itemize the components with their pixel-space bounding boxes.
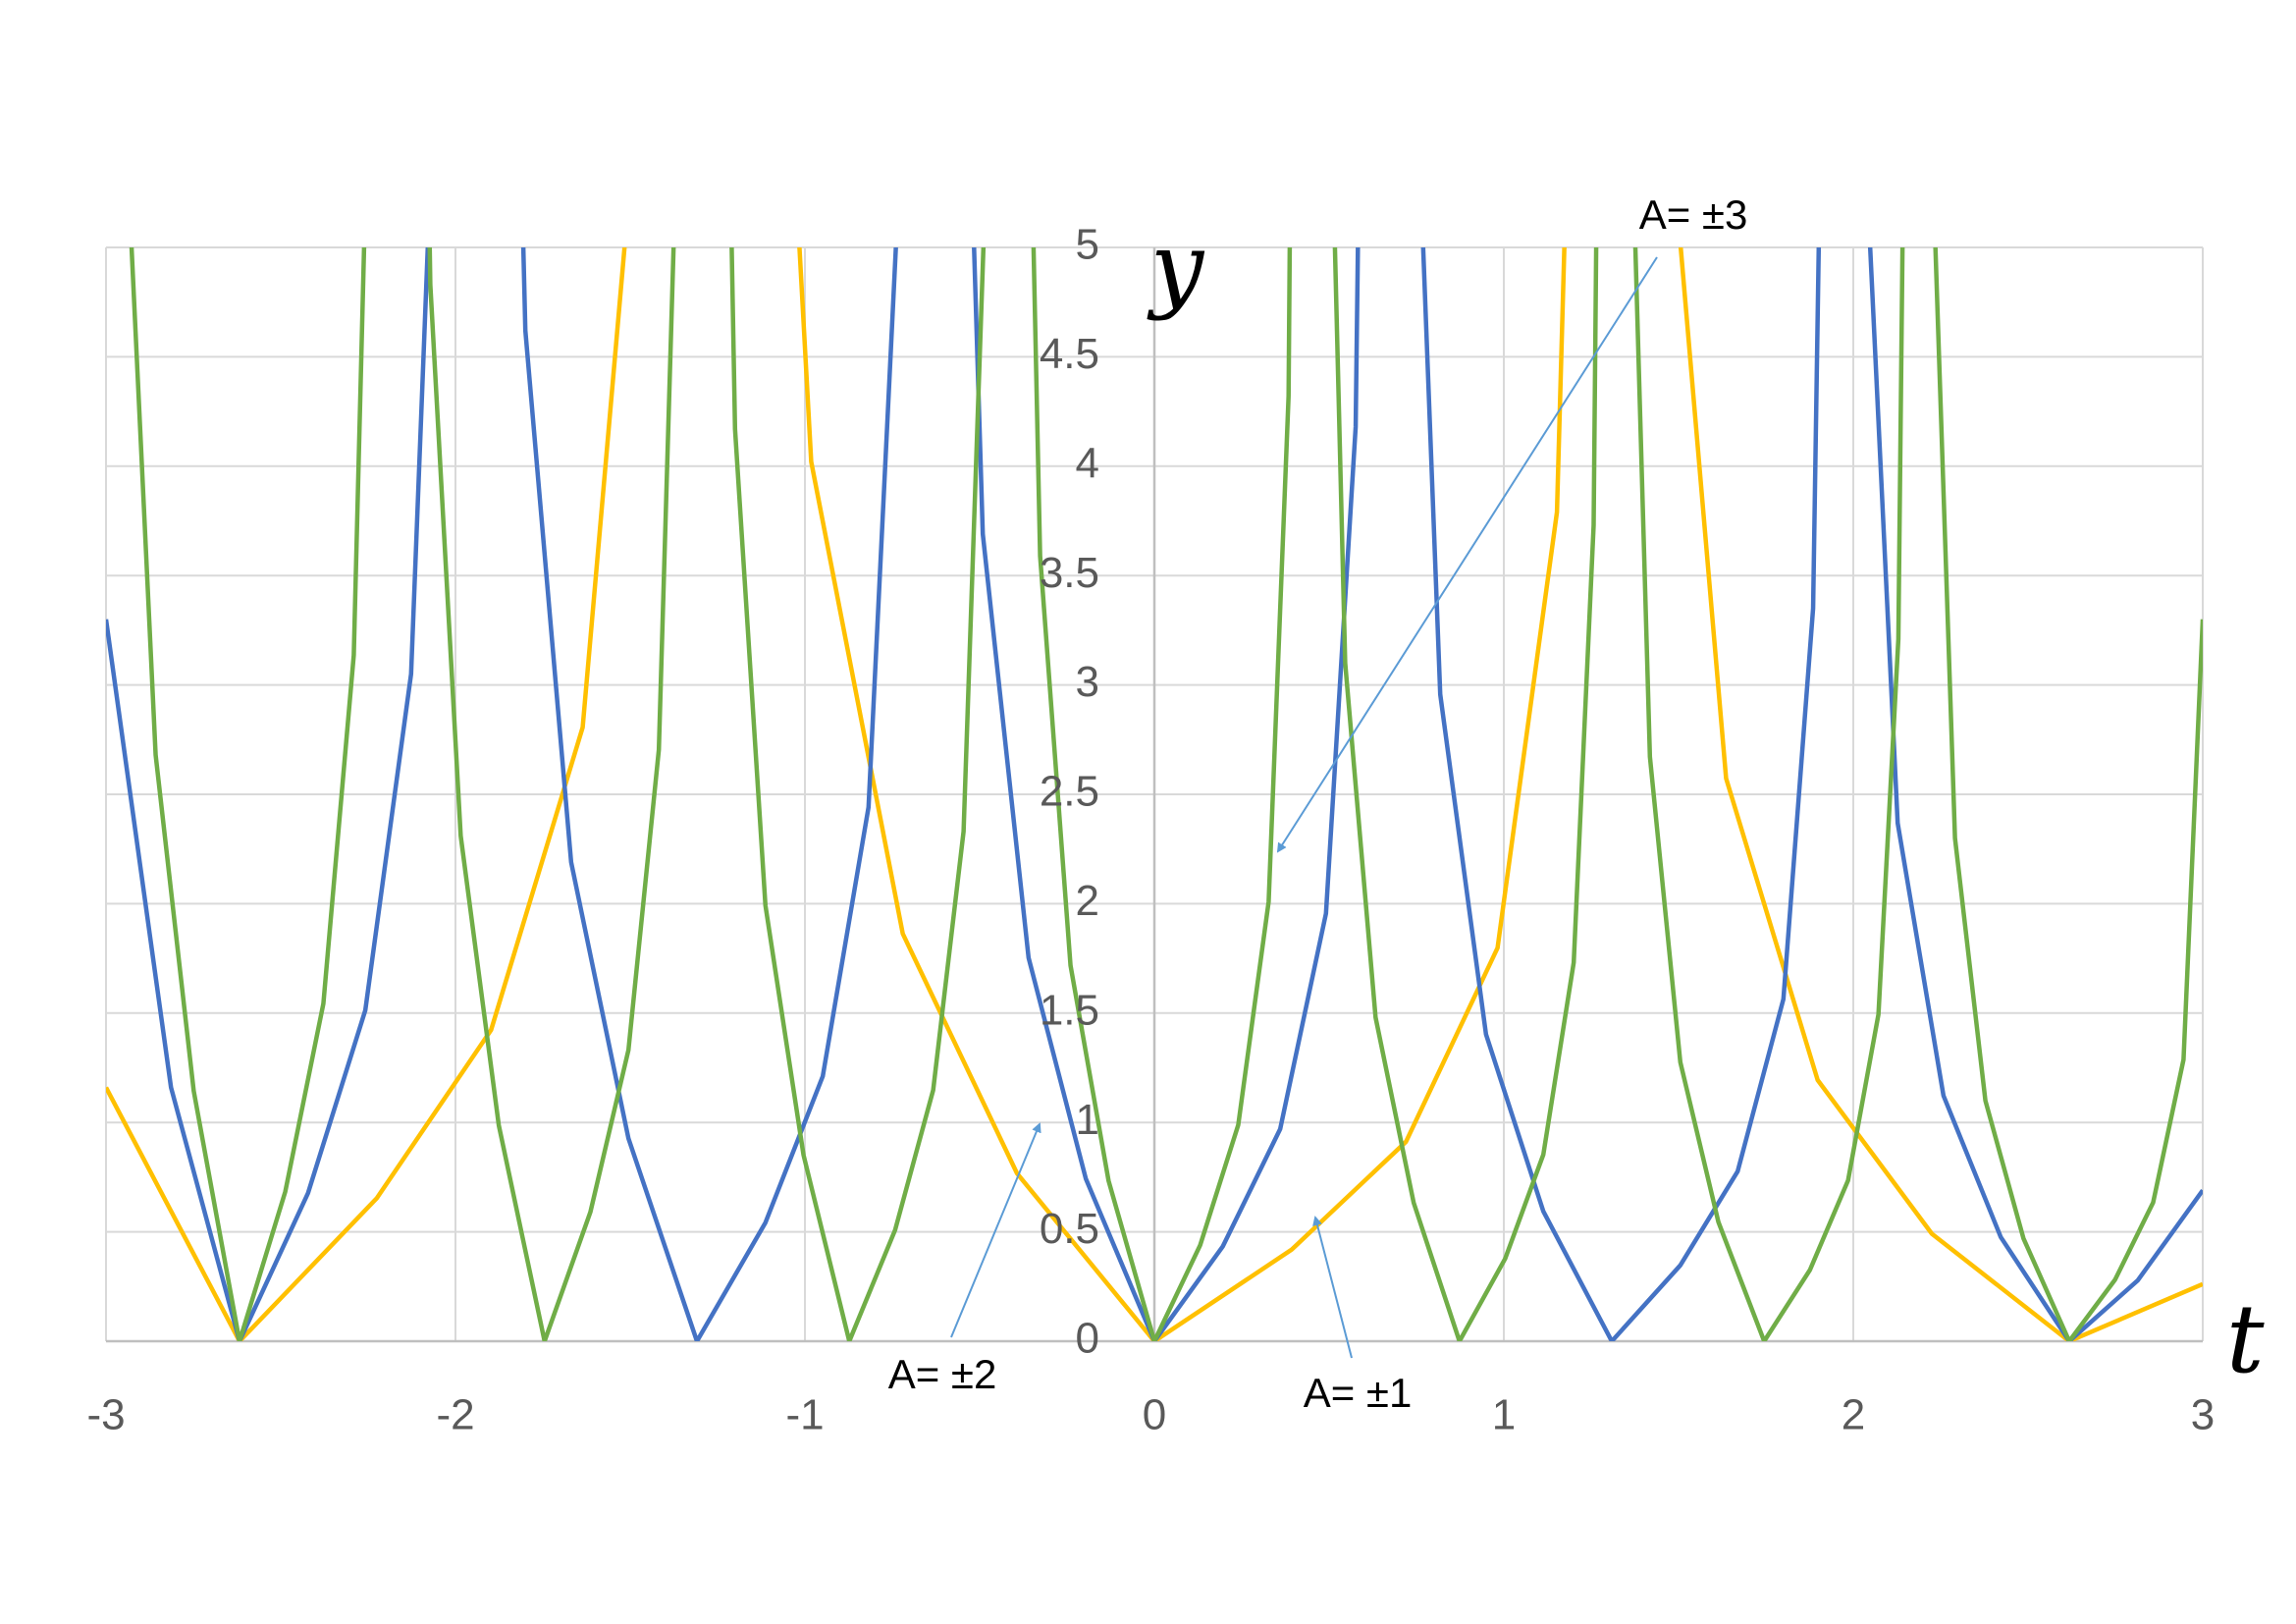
labels: 0 0.5 1 1.5 2 2.5 3 3.5 4 4.5 5 -3 -2 -1 0 1 2 3 A= ±1 A= ±…: [86, 191, 2215, 1439]
y-tick-label: 1.5: [1040, 986, 1099, 1034]
series-line: [106, 247, 2203, 1341]
y-tick-label: 2.5: [1040, 768, 1099, 816]
y-axis-label: y: [1147, 212, 1205, 322]
x-tick-label: 1: [1492, 1391, 1516, 1439]
x-tick-label: 2: [1842, 1391, 1865, 1439]
series-line: [129, 247, 2203, 1341]
y-tick-label: 1: [1076, 1096, 1099, 1144]
y-tick-label: 2: [1076, 877, 1099, 925]
x-tick-label: -1: [785, 1391, 824, 1439]
plot-area: [106, 247, 2203, 1341]
series-annotation: A= ±2: [888, 1351, 997, 1397]
y-tick-label: 3: [1076, 658, 1099, 706]
y-tick-label: 3.5: [1040, 549, 1099, 597]
annotation-arrow: [1312, 1216, 1353, 1359]
x-axis-label: t: [2226, 1284, 2265, 1394]
annotation-arrow: [950, 1122, 1041, 1338]
x-tick-label: 3: [2191, 1391, 2215, 1439]
series-line: [106, 247, 2203, 1341]
y-tick-label: 4.5: [1040, 330, 1099, 378]
y-tick-label: 4: [1076, 439, 1099, 487]
y-tick-label: 0: [1076, 1315, 1099, 1363]
annotation-arrow: [1276, 256, 1658, 853]
x-tick-label: 0: [1143, 1391, 1166, 1439]
x-tick-label: -3: [86, 1391, 125, 1439]
x-tick-label: -2: [436, 1391, 474, 1439]
series-annotation: A= ±1: [1304, 1370, 1413, 1416]
y-tick-label: 5: [1076, 221, 1099, 269]
y-tick-label: 0.5: [1040, 1205, 1099, 1253]
series-annotation: A= ±3: [1639, 191, 1748, 238]
